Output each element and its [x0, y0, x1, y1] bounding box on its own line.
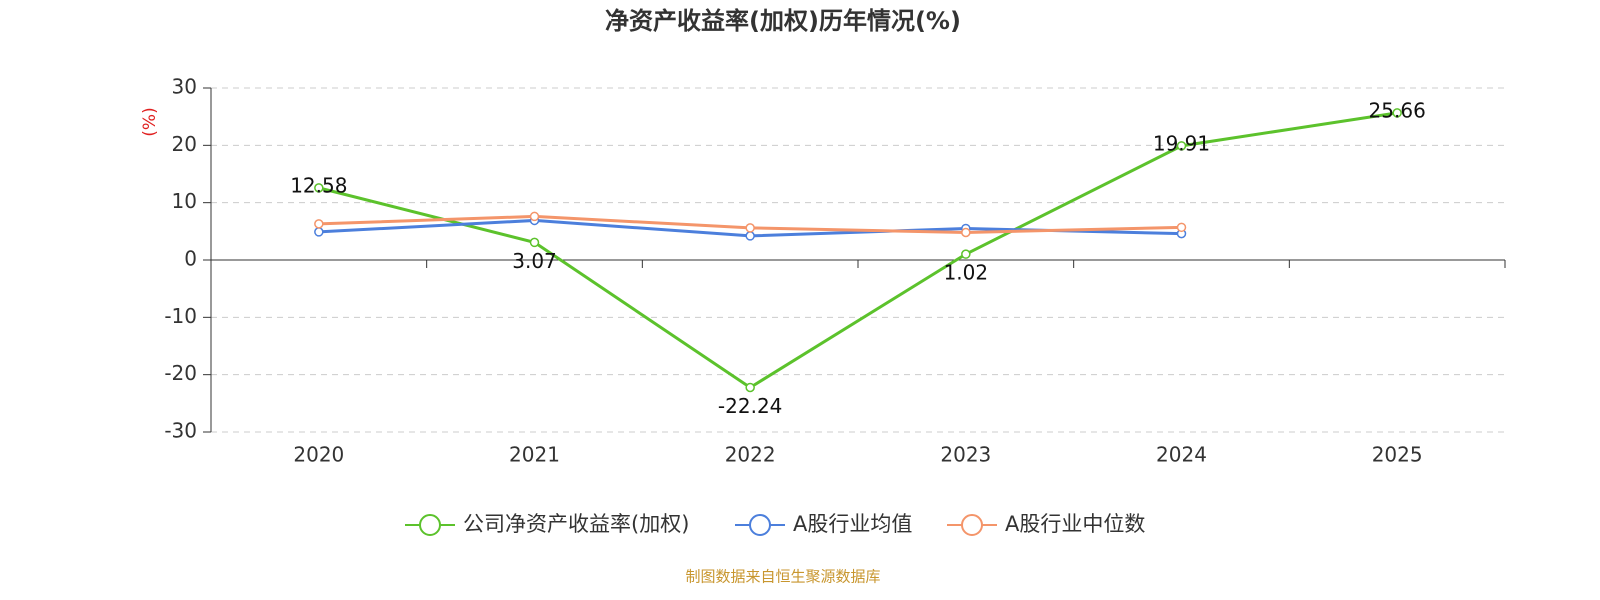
y-tick-label: -10 [164, 304, 197, 328]
x-tick-label: 2025 [1372, 443, 1423, 467]
point [1176, 141, 1187, 151]
y-tick-label: 20 [172, 132, 197, 156]
legend-label: 公司净资产收益率(加权) [463, 512, 689, 536]
data-label: 19.91 [1153, 131, 1210, 155]
point [1176, 222, 1187, 233]
point [745, 382, 755, 393]
data-label: 1.02 [944, 261, 989, 285]
point [961, 249, 971, 259]
point [961, 227, 971, 238]
point [529, 237, 540, 248]
legend-label: A股行业均值 [793, 512, 912, 536]
legend-marker [419, 514, 441, 536]
x-tick-label: 2022 [725, 443, 776, 467]
y-tick-label: 30 [172, 75, 197, 99]
data-label: 25.66 [1369, 98, 1426, 122]
source-note: 制图数据来自恒生聚源数据库 [685, 568, 880, 586]
data-label: 3.07 [512, 249, 557, 273]
x-tick-label: 2020 [293, 443, 344, 467]
data-label: 12.58 [290, 173, 347, 197]
data-label: -22.24 [718, 394, 782, 418]
point [1392, 108, 1402, 118]
chart-title: 净资产收益率(加权)历年情况(%) [605, 7, 961, 35]
y-tick-label: -20 [164, 361, 197, 385]
point [745, 231, 755, 241]
x-tick-label: 2021 [509, 443, 560, 467]
point [314, 219, 324, 229]
point [314, 183, 324, 193]
point [745, 223, 755, 233]
series-line [318, 111, 1398, 390]
y-tick-label: 0 [184, 247, 197, 271]
legend-marker [961, 514, 983, 536]
point [314, 227, 324, 237]
x-tick-label: 2023 [940, 443, 991, 467]
y-tick-label: 10 [172, 189, 197, 213]
y-tick-label: -30 [164, 419, 197, 443]
x-tick-label: 2024 [1156, 443, 1207, 467]
y-axis-label: (%) [140, 107, 160, 136]
legend-marker [749, 514, 771, 536]
legend-label: A股行业中位数 [1005, 512, 1145, 536]
point [529, 211, 540, 222]
